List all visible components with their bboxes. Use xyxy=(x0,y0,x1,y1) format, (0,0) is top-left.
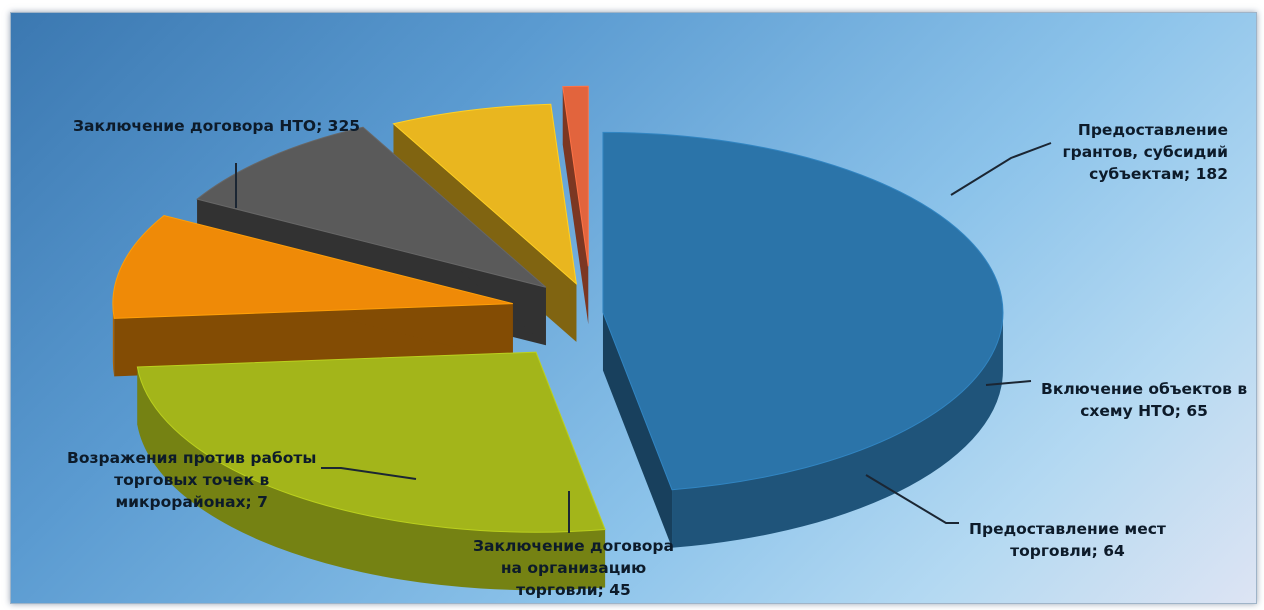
data-label-line: торговли; 45 xyxy=(516,581,631,599)
leader-line-3 xyxy=(865,474,959,524)
data-label-line: схему НТО; 65 xyxy=(1080,402,1208,420)
data-label-grants: Предоставление грантов, субсидий субъект… xyxy=(1063,119,1229,185)
pie-slice-1 xyxy=(136,351,606,591)
data-label-line: Предоставление xyxy=(1077,121,1228,139)
data-label-trade-contract: Заключение договора на организацию торго… xyxy=(473,535,674,601)
pie-slice-5 xyxy=(562,85,589,325)
data-label-trade-places: Предоставление мест торговли; 64 xyxy=(969,518,1166,562)
data-label-line: Предоставление мест xyxy=(969,520,1166,538)
leader-line-2 xyxy=(985,380,1032,386)
pie-slice-top xyxy=(195,126,547,288)
data-label-line: микрорайонах; 7 xyxy=(115,493,268,511)
data-label-line: грантов, субсидий xyxy=(1062,143,1229,161)
data-label-line: Включение объектов в xyxy=(1041,380,1248,398)
data-label-line: субъектам; 182 xyxy=(1089,165,1228,183)
pie-slice-top xyxy=(602,131,1004,491)
pie-slice-wall xyxy=(672,312,1003,548)
data-label-line: Заключение договора xyxy=(473,537,674,555)
pie-chart: Заключение договора НТО; 325 Предоставле… xyxy=(10,12,1257,604)
data-label-line: торговых точек в xyxy=(114,471,270,489)
data-label-nto-scheme: Включение объектов в схему НТО; 65 xyxy=(1041,378,1247,422)
data-label-line: на организацию xyxy=(500,559,647,577)
data-label-line: Заключение договора НТО; 325 xyxy=(73,117,361,135)
data-label-objections: Возражения против работы торговых точек … xyxy=(67,447,316,513)
pie-chart-canvas xyxy=(112,85,1052,591)
pie-slice-side xyxy=(562,86,589,325)
leader-line-1 xyxy=(950,142,1052,196)
data-label-line: Возражения против работы xyxy=(67,449,317,467)
pie-slice-top xyxy=(562,85,589,267)
pie-slice-wall xyxy=(112,303,115,377)
pie-slice-wall xyxy=(137,366,606,591)
leader-line-5 xyxy=(321,467,417,480)
pie-slice-top xyxy=(112,214,513,319)
pie-slice-top xyxy=(392,103,578,286)
data-label-nto-contract: Заключение договора НТО; 325 xyxy=(73,115,360,137)
pie-slice-side xyxy=(602,312,673,548)
pie-slice-top xyxy=(136,351,606,533)
data-label-line: торговли; 64 xyxy=(1010,542,1125,560)
pie-slice-0 xyxy=(602,131,1004,548)
